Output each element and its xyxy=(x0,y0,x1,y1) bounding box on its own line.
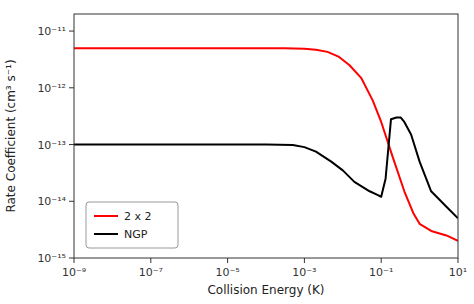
x-tick-label: 10⁻⁹ xyxy=(62,266,86,279)
legend: 2 x 2 NGP xyxy=(86,202,178,248)
legend-label: 2 x 2 xyxy=(124,210,152,223)
y-tick-label: 10⁻¹⁵ xyxy=(37,252,66,265)
y-tick xyxy=(69,201,74,202)
x-axis-label: Collision Energy (K) xyxy=(207,283,324,297)
y-tick-label: 10⁻¹¹ xyxy=(37,25,66,38)
series-line xyxy=(74,48,458,241)
legend-swatch xyxy=(94,215,118,217)
x-tick xyxy=(381,258,382,263)
y-tick xyxy=(69,144,74,145)
x-tick-label: 10¹ xyxy=(449,266,467,279)
plot-frame xyxy=(74,14,458,258)
legend-box xyxy=(86,202,178,248)
plot-area xyxy=(74,48,458,241)
y-tick-label: 10⁻¹³ xyxy=(37,139,66,152)
chart: 10⁻⁹ 10⁻⁷ 10⁻⁵ 10⁻³ 10⁻¹ 10¹ 10⁻¹⁵ 10⁻¹⁴ 10⁻¹³ 10… xyxy=(0,0,474,304)
legend-swatch xyxy=(94,233,118,235)
y-tick xyxy=(69,31,74,32)
x-tick xyxy=(74,258,75,263)
x-tick-label: 10⁻¹ xyxy=(369,266,393,279)
y-tick xyxy=(69,258,74,259)
y-tick-label: 10⁻¹⁴ xyxy=(37,195,66,208)
x-tick-label: 10⁻⁵ xyxy=(215,266,239,279)
background xyxy=(0,0,474,304)
x-tick-label: 10⁻⁷ xyxy=(139,266,163,279)
y-tick xyxy=(69,87,74,88)
legend-label: NGP xyxy=(124,228,148,241)
y-axis-label: Rate Coefficient (cm³ s⁻¹) xyxy=(4,59,18,212)
x-tick xyxy=(227,258,228,263)
x-tick xyxy=(458,258,459,263)
x-tick xyxy=(304,258,305,263)
y-tick-label: 10⁻¹² xyxy=(37,82,66,95)
x-tick xyxy=(150,258,151,263)
x-tick-label: 10⁻³ xyxy=(292,266,316,279)
